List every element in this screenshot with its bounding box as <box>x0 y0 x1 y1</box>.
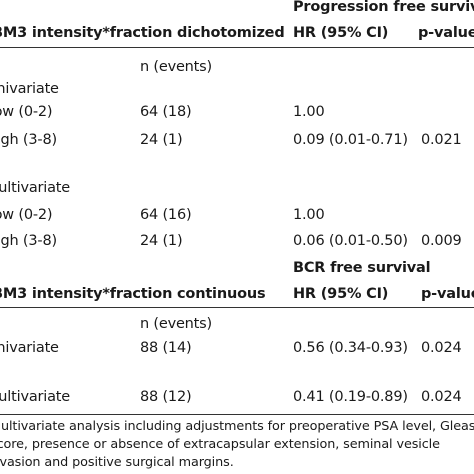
section2-row-n: 88 (14) <box>140 340 192 356</box>
section2-row-label: Multivariate <box>0 389 70 405</box>
section1-multi-row-p: 0.009 <box>421 233 462 249</box>
section1-multi-row-label: High (3-8) <box>0 233 57 249</box>
section1-multi-row-hr: 0.06 (0.01-0.50) <box>293 233 408 249</box>
section2-row-hr: 0.41 (0.19-0.89) <box>293 389 408 405</box>
section1-col-hr: HR (95% CI) <box>293 25 389 41</box>
section1-multivariate-label: Multivariate <box>0 180 70 196</box>
section2-col-p: p-value <box>421 286 474 302</box>
footnote-line: invasion and positive surgical margins. <box>0 455 234 470</box>
section2-row-p: 0.024 <box>421 389 462 405</box>
section2-row-n: 88 (12) <box>140 389 192 405</box>
section1-multi-row-n: 24 (1) <box>140 233 183 249</box>
section1-title: BM3 intensity*fraction dichotomized <box>0 25 285 41</box>
table-rule <box>0 307 474 308</box>
table-rule <box>0 47 474 48</box>
section1-col-p: p-value <box>418 25 474 41</box>
section1-multi-row-n: 64 (16) <box>140 207 192 223</box>
section1-uni-row-n: 24 (1) <box>140 132 183 148</box>
footnote-line: Multivariate analysis including adjustme… <box>0 419 474 434</box>
section1-uni-row-hr: 1.00 <box>293 104 325 120</box>
section2-row-label: Univariate <box>0 340 59 356</box>
section2-title: BM3 intensity*fraction continuous <box>0 286 266 302</box>
section2-header-bcr-free-survival: BCR free survival <box>293 260 431 276</box>
section1-uni-row-n: 64 (18) <box>140 104 192 120</box>
section2-col-n: n (events) <box>140 316 212 332</box>
section2-col-hr: HR (95% CI) <box>293 286 389 302</box>
footnote-line: score, presence or absence of extracapsu… <box>0 437 440 452</box>
section1-uni-row-hr: 0.09 (0.01-0.71) <box>293 132 408 148</box>
section2-row-p: 0.024 <box>421 340 462 356</box>
section1-uni-row-p: 0.021 <box>421 132 462 148</box>
section1-uni-row-label: Low (0-2) <box>0 104 53 120</box>
section1-uni-row-label: High (3-8) <box>0 132 57 148</box>
section1-multi-row-label: Low (0-2) <box>0 207 53 223</box>
section1-univariate-label: Univariate <box>0 81 59 97</box>
section2-row-hr: 0.56 (0.34-0.93) <box>293 340 408 356</box>
section1-header-progression-free-survival: Progression free survival <box>293 0 474 15</box>
section1-multi-row-hr: 1.00 <box>293 207 325 223</box>
section1-col-n: n (events) <box>140 59 212 75</box>
table-rule <box>0 414 474 415</box>
